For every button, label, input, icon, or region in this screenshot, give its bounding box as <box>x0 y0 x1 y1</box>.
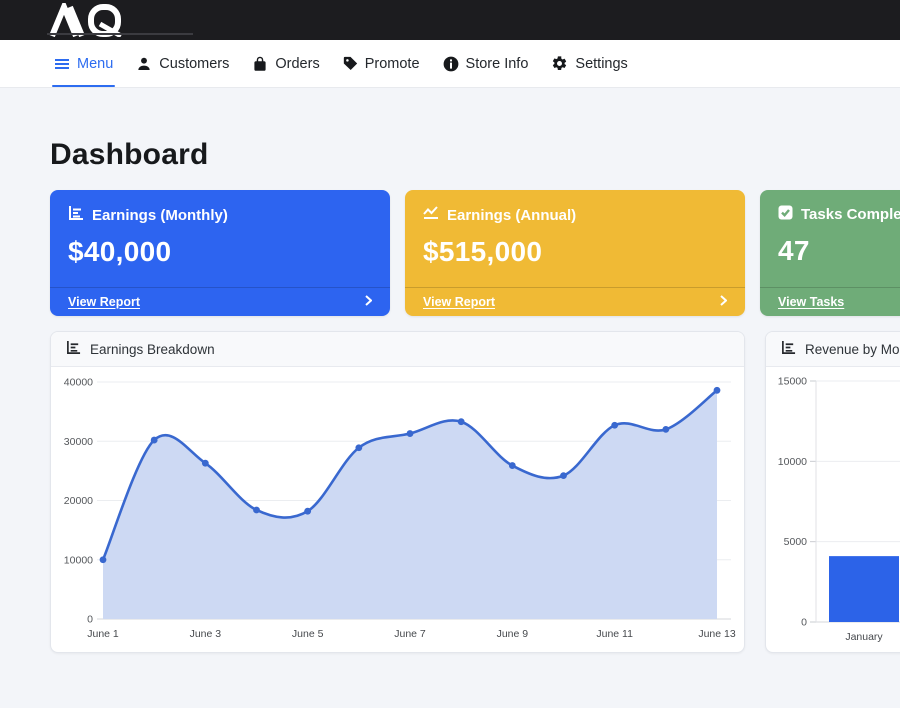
svg-text:June 13: June 13 <box>698 628 736 640</box>
stat-card-value: $40,000 <box>68 236 172 267</box>
nav-item-settings[interactable]: Settings <box>549 40 629 87</box>
bar-chart-icon <box>68 205 84 225</box>
svg-text:June 11: June 11 <box>596 628 633 640</box>
svg-text:June 7: June 7 <box>394 628 426 640</box>
gear-icon <box>551 55 568 72</box>
nav-item-customers[interactable]: Customers <box>134 40 231 87</box>
chart-card-header: Revenue by Month <box>766 332 900 367</box>
nav-label: Promote <box>364 55 420 72</box>
earnings-monthly-card[interactable]: Earnings (Monthly) $40,000 View Report <box>50 190 390 316</box>
stat-card-title: Earnings (Annual) <box>447 206 577 224</box>
stat-card-footer: View Tasks <box>760 287 900 316</box>
page-title: Dashboard <box>50 138 209 171</box>
nav-label: Customers <box>159 55 230 72</box>
tasks-completed-card[interactable]: Tasks Completed 47 View Tasks <box>760 190 900 316</box>
svg-text:June 3: June 3 <box>190 628 222 640</box>
svg-text:June 5: June 5 <box>292 628 324 640</box>
person-icon <box>136 56 152 72</box>
nav-label: Settings <box>575 55 628 72</box>
menu-icon <box>54 56 70 72</box>
chart-icon <box>66 340 81 358</box>
revenue-bar-chart-body: 0 5000 10000 15000 January <box>766 367 900 652</box>
svg-text:10000: 10000 <box>778 456 807 468</box>
chart-card-header: Earnings Breakdown <box>51 332 744 367</box>
svg-text:0: 0 <box>87 614 93 626</box>
chart-title: Earnings Breakdown <box>90 341 215 357</box>
logo-underline <box>47 33 193 35</box>
nav-item-promote[interactable]: Promote <box>341 40 422 87</box>
stat-card-value: $515,000 <box>423 236 543 267</box>
svg-text:20000: 20000 <box>64 495 93 507</box>
svg-text:5000: 5000 <box>784 536 808 548</box>
svg-text:January: January <box>845 631 883 643</box>
brand-logo-icon[interactable] <box>49 3 135 37</box>
svg-text:0: 0 <box>801 617 807 629</box>
top-brand-bar <box>0 0 900 40</box>
stat-card-title: Tasks Completed <box>801 206 900 223</box>
stat-cards-row: Earnings (Monthly) $40,000 View Report E… <box>50 190 900 316</box>
svg-text:30000: 30000 <box>64 436 93 448</box>
chevron-right-icon <box>720 293 728 311</box>
chevron-right-icon <box>365 293 373 311</box>
dashboard-page: Dashboard Earnings (Monthly) $40,000 Vie… <box>0 138 900 653</box>
svg-text:40000: 40000 <box>64 377 93 389</box>
view-report-link[interactable]: View Report <box>423 295 496 309</box>
stat-card-title: Earnings (Monthly) <box>92 206 228 224</box>
nav-label: Menu <box>77 55 114 72</box>
shopping-bag-icon <box>252 56 268 72</box>
svg-text:15000: 15000 <box>778 376 807 388</box>
nav-label: Store Info <box>465 55 529 72</box>
nav-item-menu[interactable]: Menu <box>52 40 116 87</box>
svg-text:June 1: June 1 <box>87 628 119 640</box>
view-tasks-link[interactable]: View Tasks <box>778 295 845 309</box>
view-report-link[interactable]: View Report <box>68 295 141 309</box>
active-tab-indicator <box>52 85 116 87</box>
svg-text:10000: 10000 <box>64 554 93 566</box>
stat-card-footer: View Report <box>405 287 745 316</box>
nav-item-store-info[interactable]: Store Info <box>441 40 531 87</box>
nav-label: Orders <box>275 55 320 72</box>
nav-item-orders[interactable]: Orders <box>250 40 321 87</box>
line-chart-icon <box>423 205 439 225</box>
info-circle-icon <box>443 56 459 72</box>
earnings-breakdown-card: Earnings Breakdown 0 10000 20000 30000 40000… <box>50 331 745 653</box>
revenue-bar-chart: 0 5000 10000 15000 January <box>778 376 900 643</box>
chart-title: Revenue by Month <box>805 341 900 357</box>
svg-text:June 9: June 9 <box>497 628 529 640</box>
main-navbar: Menu Customers Orders Promote Store Info… <box>0 40 900 88</box>
earnings-annual-card[interactable]: Earnings (Annual) $515,000 View Report <box>405 190 745 316</box>
stat-card-value: 47 <box>778 235 810 266</box>
tag-icon <box>343 56 358 71</box>
earnings-line-chart: 0 10000 20000 30000 40000 June 1 June 3 June 5 J… <box>64 377 736 641</box>
chart-icon <box>781 340 796 358</box>
charts-row: Earnings Breakdown 0 10000 20000 30000 40000… <box>50 331 900 653</box>
stat-card-footer: View Report <box>50 287 390 316</box>
revenue-by-month-card: Revenue by Month 0 5000 10000 15000 January <box>765 331 900 653</box>
earnings-line-chart-body: 0 10000 20000 30000 40000 June 1 June 3 June 5 J… <box>51 367 744 652</box>
check-square-icon <box>778 205 793 224</box>
